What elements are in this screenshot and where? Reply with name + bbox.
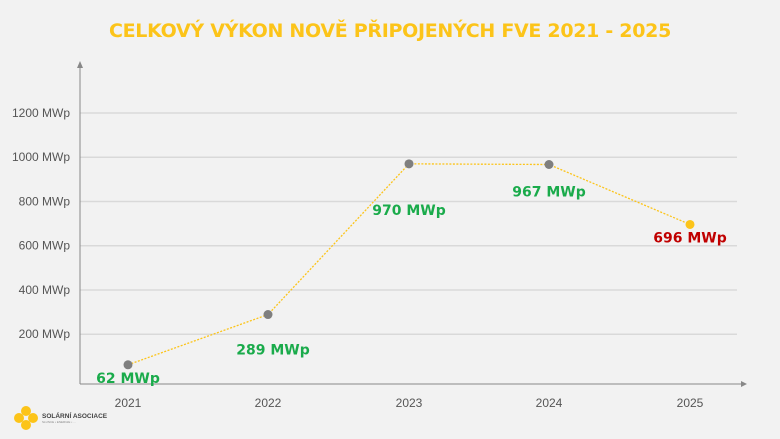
y-tick-label: 400 MWp [19,283,71,297]
y-axis-arrow [77,61,83,68]
logo-icon [14,406,38,430]
data-label: 62 MWp [96,371,160,387]
logo-name: SOLÁRNÍ ASOCIACE [42,412,108,420]
y-tick-label: 600 MWp [19,239,71,253]
x-tick-label: 2022 [255,396,282,410]
y-tick-label: 200 MWp [19,327,71,341]
data-label: 967 MWp [512,185,586,201]
data-label: 289 MWp [236,343,310,359]
data-label: 970 MWp [372,203,446,219]
y-tick-label: 800 MWp [19,194,71,208]
data-point [404,159,414,169]
data-point [544,160,554,170]
data-point [123,360,133,370]
x-tick-label: 2025 [677,396,704,410]
data-point [263,310,273,320]
data-label: 696 MWp [653,230,727,246]
data-point [685,219,695,229]
x-tick-label: 2021 [115,396,142,410]
logo: SOLÁRNÍ ASOCIACE SLUNCE • ENERGIE • ... [14,406,107,430]
logo-tagline: SLUNCE • ENERGIE • ... [42,419,76,424]
x-tick-label: 2023 [396,396,423,410]
chart-title: CELKOVÝ VÝKON NOVĚ PŘIPOJENÝCH FVE 2021 … [108,20,671,42]
x-tick-label: 2024 [536,396,563,410]
x-axis-arrow [741,381,747,387]
y-tick-label: 1200 MWp [12,106,70,120]
y-tick-label: 1000 MWp [12,150,70,164]
